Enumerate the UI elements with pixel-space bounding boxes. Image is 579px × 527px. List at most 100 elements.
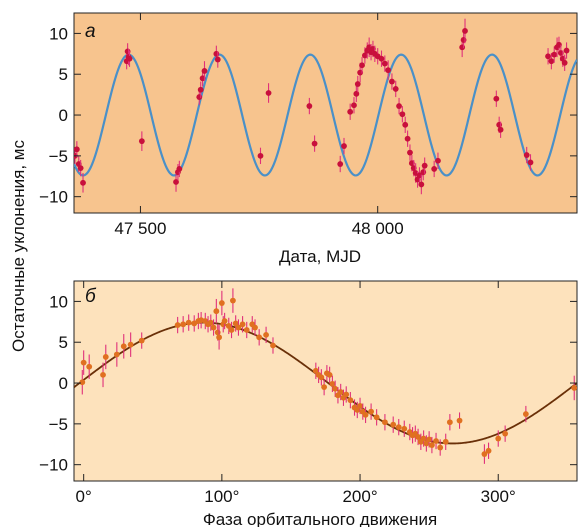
- data-marker: [270, 342, 276, 349]
- data-marker: [551, 51, 558, 58]
- data-point: [381, 55, 388, 72]
- data-point: [311, 135, 318, 152]
- data-marker: [113, 351, 120, 358]
- panel-b-chart: 10 5 0 −5 −10 0° 100° 200° 300° б Фаза орбитальн…: [39, 280, 578, 527]
- data-point: [201, 61, 208, 81]
- data-point: [431, 160, 438, 178]
- data-marker: [210, 324, 217, 331]
- data-marker: [354, 81, 361, 87]
- data-point: [563, 42, 570, 59]
- data-point: [127, 332, 134, 357]
- data-point: [230, 288, 236, 313]
- data-marker: [228, 327, 235, 333]
- data-marker: [415, 434, 421, 440]
- y-tick-label: 0: [59, 374, 68, 393]
- data-point: [527, 154, 534, 171]
- x-tick-label: 300°: [481, 487, 516, 506]
- data-point: [392, 80, 399, 98]
- data-marker: [382, 419, 388, 426]
- data-point: [347, 103, 354, 120]
- data-marker: [138, 337, 145, 344]
- data-marker: [243, 327, 250, 333]
- data-point: [495, 430, 502, 447]
- data-marker: [361, 52, 368, 59]
- y-tick-label: −5: [49, 147, 68, 166]
- data-marker: [502, 430, 509, 437]
- data-point: [362, 406, 369, 424]
- data-marker: [548, 58, 555, 65]
- data-point: [80, 350, 87, 375]
- data-point: [86, 354, 93, 379]
- data-point: [456, 412, 463, 429]
- data-point: [138, 332, 145, 349]
- data-point: [214, 51, 221, 68]
- data-marker: [257, 152, 264, 159]
- data-point: [232, 315, 239, 332]
- data-marker: [493, 95, 500, 102]
- panel-a-data-points: [74, 18, 570, 195]
- data-marker: [185, 319, 192, 326]
- data-marker: [462, 28, 468, 34]
- data-point: [421, 157, 428, 174]
- data-point: [185, 314, 192, 331]
- data-point: [180, 316, 187, 333]
- data-marker: [381, 60, 388, 67]
- data-point: [437, 439, 444, 456]
- data-point: [176, 160, 183, 178]
- y-tick-label: 10: [49, 292, 68, 311]
- data-point: [545, 48, 551, 65]
- data-point: [173, 172, 179, 192]
- data-point: [265, 83, 272, 103]
- data-marker: [225, 322, 232, 329]
- data-marker: [421, 162, 428, 169]
- data-point: [502, 425, 509, 442]
- data-marker: [100, 371, 106, 378]
- data-marker: [127, 341, 134, 348]
- data-point: [418, 174, 425, 195]
- data-marker: [213, 50, 220, 57]
- data-point: [79, 369, 86, 395]
- data-point: [113, 342, 120, 367]
- data-point: [442, 433, 449, 450]
- y-tick-label: 0: [59, 106, 68, 125]
- data-marker: [326, 371, 333, 378]
- data-marker: [401, 425, 408, 432]
- data-point: [120, 334, 127, 359]
- data-point: [257, 147, 264, 165]
- data-marker: [459, 44, 466, 51]
- data-point: [429, 436, 435, 454]
- data-marker: [485, 447, 492, 454]
- data-point: [228, 321, 235, 339]
- model-curve-line: [74, 321, 577, 445]
- data-marker: [256, 334, 263, 341]
- data-marker: [196, 94, 203, 100]
- data-point: [256, 329, 263, 346]
- data-point: [368, 403, 375, 420]
- data-marker: [545, 53, 551, 60]
- data-point: [571, 375, 577, 401]
- data-point: [102, 344, 109, 370]
- data-point: [396, 97, 402, 115]
- data-marker: [232, 320, 239, 327]
- data-marker: [74, 146, 80, 153]
- data-marker: [563, 47, 570, 54]
- data-marker: [522, 411, 529, 417]
- data-point: [446, 414, 453, 431]
- data-point: [497, 121, 504, 138]
- data-marker: [216, 334, 222, 341]
- data-marker: [389, 78, 395, 85]
- data-marker: [571, 385, 577, 391]
- data-marker: [174, 322, 181, 328]
- data-marker: [252, 324, 258, 331]
- data-point: [402, 116, 409, 133]
- data-marker: [431, 166, 438, 172]
- data-marker: [126, 55, 133, 62]
- data-point: [401, 420, 408, 437]
- data-point: [548, 53, 555, 70]
- data-marker: [80, 359, 87, 366]
- data-marker: [213, 308, 220, 315]
- data-point: [213, 298, 220, 324]
- data-marker: [86, 363, 93, 370]
- data-point: [353, 85, 360, 102]
- panel-a-letter: а: [85, 21, 96, 42]
